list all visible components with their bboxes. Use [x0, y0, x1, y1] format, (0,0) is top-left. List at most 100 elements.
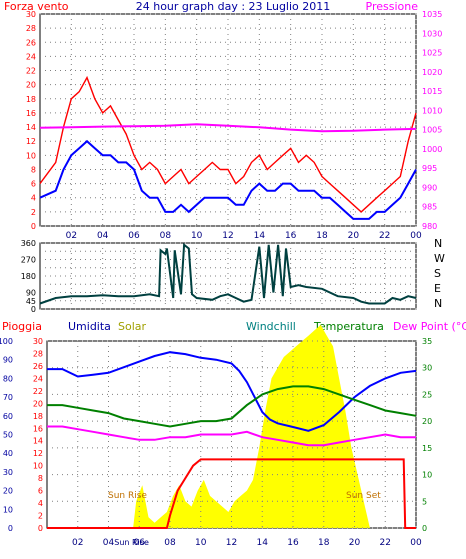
y-tick-label-umidita: 60	[3, 412, 13, 421]
y-tick-label: 0	[31, 305, 36, 314]
compass-letter-s: S	[434, 267, 441, 280]
y-tick-label-umidita: 10	[3, 505, 13, 514]
compass-letter-w: W	[434, 252, 445, 265]
series-line-temperatura	[47, 385, 417, 428]
y-tick-label: 20	[26, 81, 36, 90]
plot-frame	[39, 242, 417, 310]
sunset-annotation: Sun Set	[346, 491, 381, 501]
y-tick-label: 90	[26, 289, 36, 298]
y-tick-label-pioggia: 20	[33, 399, 43, 408]
y-tick-label: 16	[26, 109, 36, 118]
series-line-umidita	[47, 351, 417, 432]
series-line-pressione	[39, 123, 417, 133]
humidity-temperature-panel: 0510152025303501020304050607080901000246…	[0, 325, 432, 548]
x-tick-label: 10	[191, 231, 203, 241]
y-tick-label: 180	[21, 272, 36, 281]
forza-vento-label: Forza vento	[4, 0, 69, 13]
y-tick-label-pioggia: 22	[33, 387, 43, 396]
x-tick-label: 14	[257, 538, 269, 548]
y-tick-label-pioggia: 0	[38, 524, 43, 533]
y-tick-label-pioggia: 4	[38, 499, 43, 508]
series-line-wind-direction	[39, 242, 417, 305]
x-tick-label: 06	[134, 538, 146, 548]
y-tick-label-umidita: 80	[3, 374, 13, 383]
series-line-wind-avg	[39, 139, 417, 220]
y-tick-label-umidita: 50	[3, 431, 13, 440]
x-tick-label: 22	[379, 231, 390, 241]
compass-letter-n: N	[434, 237, 442, 250]
y2-tick-label: 1000	[422, 145, 442, 154]
wind-pressure-panel: 02 04 06 08 10 12 14 16 18 20 22 000246810121416182…	[26, 10, 443, 241]
y2-tick-label: 1035	[422, 10, 442, 19]
y-tick-label-umidita: 0	[8, 524, 13, 533]
y-tick-label: 28	[26, 24, 36, 33]
y-tick-label: 10	[26, 151, 36, 160]
y-tick-label-umidita: 70	[3, 393, 13, 402]
sunrise-tick-label: Sun Rise	[114, 538, 149, 547]
x-tick-label: 04	[103, 538, 115, 548]
y-tick-label: 26	[26, 38, 36, 47]
x-tick-label: 22	[380, 538, 391, 548]
temperatura-label: Temperatura	[313, 320, 384, 333]
sunrise-annotation: Sun Rise	[108, 491, 147, 501]
x-tick-label: 16	[287, 538, 299, 548]
y-tick-label-pioggia: 30	[33, 337, 43, 346]
y-tick-label-umidita: 20	[3, 487, 13, 496]
y-tick-label-pioggia: 26	[33, 362, 43, 371]
y-tick-label-pioggia: 28	[33, 349, 43, 358]
y2-tick-label: 1020	[422, 68, 442, 77]
series-area-solar	[47, 325, 416, 528]
x-tick-label: 20	[348, 231, 360, 241]
y-tick-label: 12	[26, 137, 36, 146]
x-tick-label: 18	[318, 538, 330, 548]
x-tick-label: 06	[128, 231, 140, 241]
y-tick-label-temperatura: 30	[422, 364, 432, 373]
y2-tick-label: 990	[422, 183, 437, 192]
y-tick-label-temperatura: 20	[422, 417, 432, 426]
y2-tick-label: 1025	[422, 49, 442, 58]
y-tick-label-temperatura: 15	[422, 444, 432, 453]
y2-tick-label: 1015	[422, 87, 442, 96]
y-tick-label-temperatura: 0	[422, 524, 427, 533]
y-tick-label: 4	[31, 194, 36, 203]
x-tick-label: 02	[72, 538, 83, 548]
umidita-label: Umidita	[68, 320, 111, 333]
y-tick-label: 360	[21, 239, 36, 248]
y-tick-label: 270	[21, 256, 36, 265]
x-tick-label: 08	[164, 538, 176, 548]
y-tick-label-pioggia: 12	[33, 449, 43, 458]
x-tick-label: 02	[66, 231, 77, 241]
y2-tick-label: 980	[422, 222, 437, 231]
x-tick-label: 20	[349, 538, 361, 548]
x-tick-label: 12	[226, 538, 237, 548]
compass-letter-e: E	[434, 282, 441, 295]
page-title: 24 hour graph day : 23 Luglio 2011	[136, 0, 331, 13]
y-tick-label: 8	[31, 165, 36, 174]
y-tick-label-pioggia: 18	[33, 412, 43, 421]
x-tick-label: 00	[410, 231, 422, 241]
y2-tick-label: 995	[422, 164, 437, 173]
y-tick-label: 45	[26, 297, 36, 306]
y-tick-label-pioggia: 24	[33, 374, 43, 383]
y-tick-label-umidita: 40	[3, 449, 13, 458]
y-tick-label-pioggia: 14	[33, 437, 43, 446]
x-tick-label: 12	[222, 231, 233, 241]
compass-letter-n: N	[434, 297, 442, 310]
y-tick-label: 2	[31, 208, 36, 217]
y-tick-label-pioggia: 2	[38, 512, 43, 521]
y2-tick-label: 1005	[422, 126, 442, 135]
y2-tick-label: 1030	[422, 29, 442, 38]
y-tick-label-temperatura: 35	[422, 337, 432, 346]
dewpoint-label: Dew Point (°C)	[393, 320, 466, 333]
y-tick-label-temperatura: 10	[422, 471, 432, 480]
y-tick-label-pioggia: 6	[38, 487, 43, 496]
y-tick-label-pioggia: 8	[38, 474, 43, 483]
y2-tick-label: 985	[422, 203, 437, 212]
x-tick-label: 16	[285, 231, 297, 241]
series-line-dewpoint	[47, 425, 416, 447]
y-tick-label-umidita: 30	[3, 468, 13, 477]
